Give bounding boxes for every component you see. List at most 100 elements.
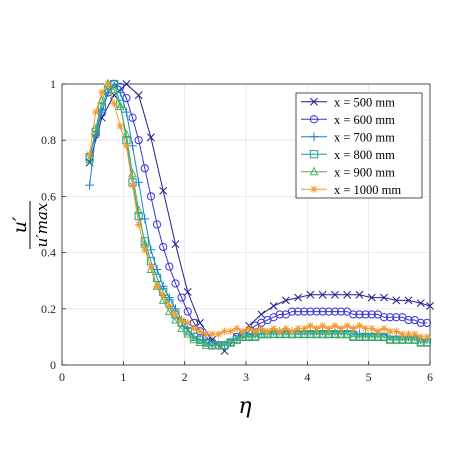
data-point	[343, 290, 352, 299]
data-point	[250, 331, 260, 341]
data-point	[397, 334, 407, 344]
y-tick-label: 1	[50, 77, 56, 91]
data-point	[270, 324, 278, 333]
legend-label: x = 700 mm	[334, 130, 395, 144]
legend-marker	[309, 132, 319, 142]
data-point	[398, 330, 406, 338]
data-point	[367, 310, 376, 319]
data-point	[319, 322, 327, 330]
data-point	[342, 328, 352, 338]
data-point	[159, 291, 167, 299]
y-axis-label: u′ u′max	[9, 201, 51, 249]
legend-marker	[309, 115, 319, 124]
data-point	[134, 136, 143, 145]
data-point	[391, 334, 401, 344]
tick-labels: 0 1 2 3 4 5 6 0 0.2 0.4 0.6 0.8 1	[41, 77, 433, 384]
data-point	[134, 91, 143, 100]
x-tick-label: 3	[243, 370, 249, 384]
data-point	[213, 340, 223, 349]
data-point	[330, 328, 340, 338]
data-point	[362, 324, 370, 333]
legend-entry: x = 500 mm	[301, 95, 395, 109]
data-point	[386, 327, 394, 335]
data-point	[374, 327, 382, 335]
x-tick-label: 1	[120, 370, 126, 384]
data-point	[146, 133, 155, 142]
x-tick-label: 5	[366, 370, 372, 384]
data-point	[85, 154, 95, 164]
data-point	[288, 327, 296, 335]
data-point	[214, 330, 222, 338]
legend-label: x = 600 mm	[334, 113, 395, 127]
data-point	[177, 293, 186, 302]
legend-label: x = 1000 mm	[334, 183, 401, 197]
data-point	[343, 322, 351, 330]
data-point	[244, 331, 254, 341]
data-point	[164, 306, 174, 316]
data-point	[208, 330, 216, 338]
data-point	[183, 307, 192, 316]
data-point	[312, 324, 321, 333]
y-tick-label: 0.2	[41, 302, 56, 316]
data-point	[426, 302, 434, 310]
data-point	[417, 333, 425, 341]
data-point	[189, 334, 199, 344]
data-point	[410, 334, 420, 344]
data-point	[380, 324, 388, 333]
data-point	[355, 290, 364, 299]
legend-box	[295, 92, 423, 199]
data-point	[385, 334, 395, 344]
data-point	[404, 330, 413, 338]
data-point	[404, 296, 413, 305]
data-point	[202, 330, 210, 338]
data-point	[404, 334, 413, 344]
data-point	[331, 322, 339, 330]
data-point	[171, 240, 180, 249]
data-point	[380, 293, 388, 302]
series-layer	[85, 78, 434, 355]
y-tick-label: 0.6	[41, 189, 56, 203]
axis-ticks	[61, 83, 431, 366]
data-point	[97, 95, 107, 105]
data-point	[355, 322, 364, 330]
data-point	[355, 310, 364, 319]
data-point	[318, 328, 328, 338]
data-point	[201, 340, 211, 349]
data-point	[177, 323, 187, 332]
data-point	[416, 299, 425, 308]
data-point	[128, 181, 137, 189]
data-point	[122, 93, 131, 103]
data-point	[121, 129, 131, 139]
x-tick-label: 4	[304, 370, 310, 384]
data-point	[256, 328, 266, 338]
series-5	[86, 80, 431, 341]
data-point	[348, 331, 358, 341]
data-point	[147, 263, 155, 271]
data-point	[220, 327, 229, 335]
data-point	[85, 180, 94, 190]
data-point	[171, 279, 180, 288]
data-point	[195, 337, 205, 347]
legend-label: x = 900 mm	[334, 165, 395, 179]
legend-marker	[309, 150, 319, 159]
data-point	[325, 324, 333, 333]
x-tick-label: 6	[427, 370, 433, 384]
data-point	[110, 100, 118, 108]
data-point	[226, 337, 236, 347]
data-point	[104, 80, 112, 88]
x-tick-label: 0	[59, 370, 65, 384]
data-point	[361, 310, 370, 319]
data-point	[122, 142, 130, 150]
data-point	[183, 328, 193, 338]
data-point	[411, 330, 419, 338]
data-point	[159, 242, 168, 252]
data-point	[220, 340, 229, 349]
data-point	[318, 290, 327, 299]
data-point	[404, 315, 413, 325]
data-point	[171, 310, 180, 319]
legend-marker	[309, 166, 319, 176]
data-point	[294, 293, 303, 302]
legend-entry: x = 800 mm	[301, 148, 395, 162]
data-point	[306, 290, 315, 299]
